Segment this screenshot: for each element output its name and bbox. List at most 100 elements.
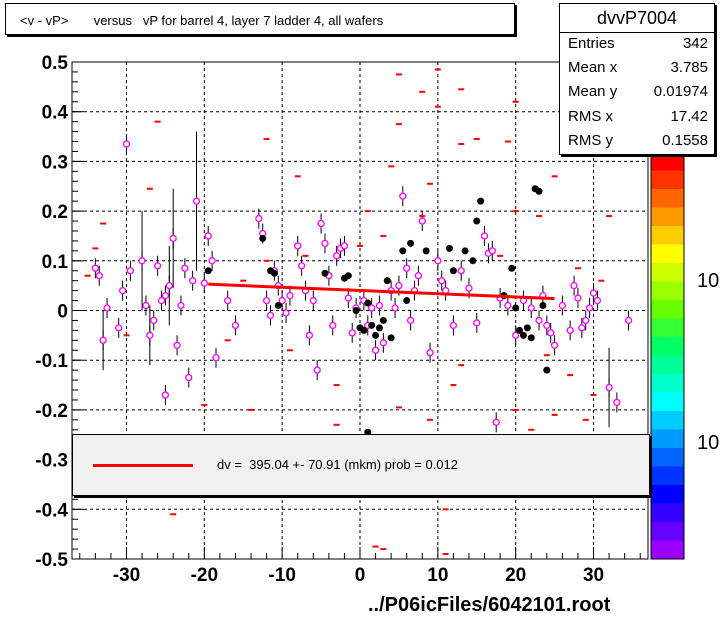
data-marks [84,68,633,556]
data-point-open [192,197,201,205]
x-tick-label: 20 [505,565,526,586]
x-tick-label: 10 [427,565,448,586]
data-point-open [558,301,567,310]
stat-value: 3.785 [670,59,708,76]
data-point-open [91,264,100,272]
fit-line [208,282,555,301]
data-point-open [99,336,107,344]
data-point-open [375,301,384,310]
color-palette [650,151,685,560]
data-point-filled [473,217,481,225]
data-point-open [188,277,197,285]
y-tick-label: -0.4 [35,500,68,521]
stat-value: 17.42 [670,108,708,125]
data-point-open [212,354,220,362]
data-point-open [605,383,613,392]
stats-box: dvvP7004 Entries 342 Mean x 3.785 Mean y… [559,3,715,155]
data-point-open [535,316,543,325]
data-point-open [582,316,590,325]
data-point-open [278,296,286,305]
data-point-open [348,329,356,337]
data-point-open [297,262,306,270]
data-point-open [543,321,551,330]
data-point-filled [477,197,485,205]
palette-cell [651,466,684,486]
stat-row-rms-x: RMS x 17.42 [568,108,708,132]
data-point-filled [360,326,368,334]
data-point-open [146,331,154,340]
stat-key: Mean y [568,83,618,100]
data-point-filled [508,264,516,272]
data-point-open [231,321,240,330]
stats-histogram-name: dvvP7004 [560,4,714,33]
data-point-open [185,373,193,382]
y-tick-label: -0.1 [35,351,68,372]
data-point-filled [204,267,212,275]
data-point-filled [274,302,282,310]
data-point-filled [469,257,477,265]
data-point-open [142,301,150,310]
data-point-filled [403,297,411,305]
data-point-open [585,304,594,312]
data-point-filled [512,304,520,312]
data-point-open [512,331,520,340]
palette-cell [651,485,684,504]
data-point-open [589,289,598,297]
data-point-open [177,301,185,310]
data-point-open [118,286,127,295]
stat-key: Mean x [568,59,618,76]
stat-key: RMS x [568,108,613,125]
palette-cell [651,207,684,227]
data-point-open [153,262,162,270]
stat-key: Entries [568,35,615,52]
palette-cell [651,522,684,541]
data-point-open [224,296,232,305]
data-point-filled [539,302,547,310]
y-tick-label: 0 [57,302,68,323]
data-point-filled [270,269,278,277]
stat-value: 342 [682,35,708,52]
data-point-open [309,296,317,305]
data-point-open [457,267,465,275]
data-point-open [465,284,473,292]
data-point-filled [368,321,376,329]
data-point-open [173,341,181,349]
data-point-open [103,304,111,312]
data-point-filled [535,187,543,195]
palette-cell [651,337,684,356]
data-point-open [566,326,574,335]
stat-row-mean-x: Mean x 3.785 [568,59,708,83]
data-point-open [200,279,208,287]
data-point-open [286,291,294,300]
palette-cell [651,318,684,338]
stat-row-mean-y: Mean y 0.01974 [568,83,708,107]
data-point-open [593,296,602,305]
palette-cell [651,448,684,467]
data-point-filled [446,244,454,252]
data-point-filled [449,267,457,275]
data-point-open [138,257,146,265]
data-point-filled [379,316,387,324]
stat-value: 0.1558 [662,132,708,149]
data-point-open [340,242,349,250]
data-point-open [282,309,290,317]
data-point-filled [523,324,531,332]
data-point-open [344,294,352,302]
stat-key: RMS y [568,132,613,149]
palette-cell [651,281,684,301]
data-point-open [122,140,131,148]
stat-value: 0.01974 [653,83,708,100]
y-tick-label: -0.2 [35,401,68,422]
x-tick-label: -10 [268,565,295,586]
palette-label-upper: 10 [697,270,720,292]
palette-cell [651,300,684,319]
data-point-open [480,232,489,240]
data-point-open [126,267,135,275]
data-point-filled [422,247,430,255]
data-point-open [368,304,376,312]
data-point-open [504,301,512,310]
data-point-open [492,418,500,426]
data-point-open [414,272,423,280]
data-point-open [204,232,212,240]
palette-label-lower: 10 [697,432,720,454]
